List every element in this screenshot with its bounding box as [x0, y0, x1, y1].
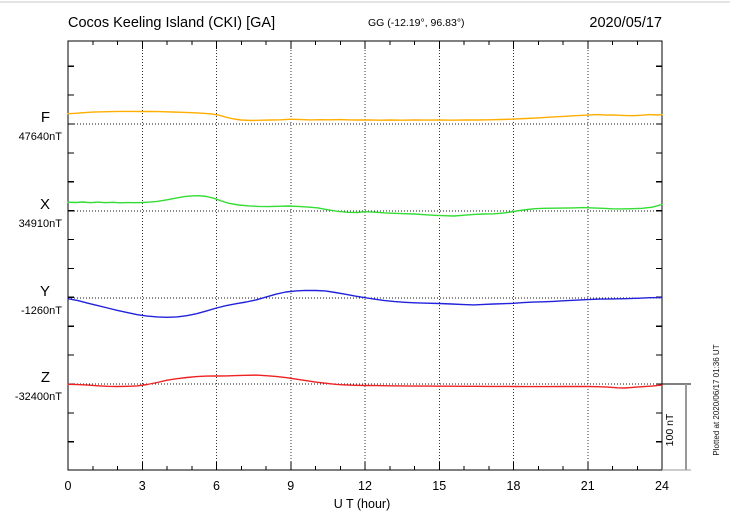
axis-ticks: [67, 41, 663, 470]
x-tick-label-0: 0: [65, 479, 72, 493]
x-tick-label-18: 18: [507, 479, 521, 493]
channel-letter-F: F: [41, 109, 50, 126]
data-curves: [67, 110, 663, 389]
channel-letter-Z: Z: [41, 369, 50, 386]
channel-labels: F 47640nT X 34910nT Y -1260nT Z -32400nT: [15, 109, 62, 403]
curve-Y: [67, 289, 663, 318]
channel-base-value-Z: -32400nT: [15, 391, 62, 403]
x-axis-title: U T (hour): [334, 497, 391, 511]
curve-F: [67, 110, 663, 122]
channel-letter-X: X: [40, 196, 50, 213]
plot-frame: [67, 40, 663, 471]
x-tick-label-15: 15: [432, 479, 446, 493]
plot-date: 2020/05/17: [589, 15, 662, 31]
text-layer: Cocos Keeling Island (CKI) [GA] GG (-12.…: [68, 15, 721, 511]
geo-coordinates-label: GG (-12.19°, 96.83°): [368, 17, 465, 29]
x-tick-label-12: 12: [358, 479, 372, 493]
channel-base-value-X: 34910nT: [19, 218, 63, 230]
channel-base-value-F: 47640nT: [19, 131, 63, 143]
x-tick-label-3: 3: [139, 479, 146, 493]
curve-Z: [67, 374, 663, 389]
channel-letter-Y: Y: [40, 283, 50, 300]
gridlines: [141, 41, 589, 470]
curve-X: [67, 195, 663, 217]
plotted-at-note: Plotted at 2020/06/17 01:36 UT: [712, 344, 721, 455]
scale-bar-label: 100 nT: [664, 413, 676, 446]
x-tick-label-24: 24: [655, 479, 669, 493]
page-title: Cocos Keeling Island (CKI) [GA]: [68, 15, 275, 31]
x-tick-labels: 0 3 6 9 12 15 18 21 24: [65, 479, 669, 493]
x-tick-label-9: 9: [287, 479, 294, 493]
x-tick-label-6: 6: [213, 479, 220, 493]
scale-bar: [662, 383, 691, 471]
x-tick-label-21: 21: [581, 479, 595, 493]
plot-frame-rect: [67, 40, 663, 471]
channel-base-value-Y: -1260nT: [21, 305, 62, 317]
